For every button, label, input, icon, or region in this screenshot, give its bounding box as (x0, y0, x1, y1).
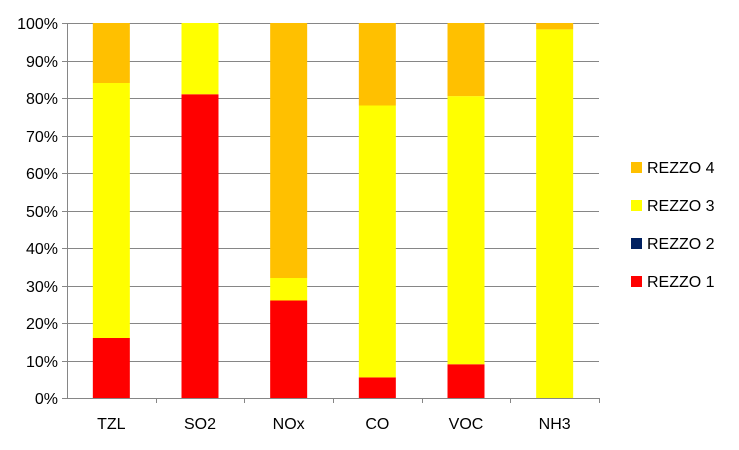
y-tick-label: 20% (26, 316, 58, 333)
bars (92, 23, 574, 398)
bar-segment-rezzo-3 (447, 96, 485, 365)
legend: REZZO 4 REZZO 3 REZZO 2 REZZO 1 (631, 160, 715, 291)
gridlines (67, 23, 599, 399)
legend-label: REZZO 3 (647, 198, 715, 215)
y-tick-label: 50% (26, 204, 58, 221)
x-tick-label: TZL (97, 416, 126, 433)
x-tick-label: NH3 (539, 416, 571, 433)
bar-segment-rezzo-1 (358, 377, 396, 398)
bar-segment-rezzo-4 (447, 23, 485, 97)
x-tick-label: NOx (273, 416, 305, 433)
bar-segment-rezzo-3 (270, 278, 308, 301)
bar-segment-rezzo-4 (92, 23, 130, 83)
y-tick-label: 40% (26, 241, 58, 258)
axes: 0% 10% 20% 30% 40% 50% 60% 70% 80% 90% 100% TZL SO2 N… (17, 16, 600, 433)
y-tick-label: 0% (35, 391, 58, 408)
x-tick-label: SO2 (184, 416, 216, 433)
bar-segment-rezzo-3 (92, 83, 130, 338)
y-tick-label: 100% (17, 16, 58, 33)
y-tick-label: 90% (26, 54, 58, 71)
legend-swatch (631, 238, 642, 249)
bar-segment-rezzo-3 (536, 29, 574, 398)
legend-label: REZZO 4 (647, 160, 715, 177)
legend-swatch (631, 200, 642, 211)
legend-swatch (631, 276, 642, 287)
legend-label: REZZO 2 (647, 236, 715, 253)
y-tick-label: 80% (26, 91, 58, 108)
bar-segment-rezzo-4 (536, 23, 574, 30)
bar-segment-rezzo-1 (92, 338, 130, 398)
x-tick-label: VOC (449, 416, 484, 433)
bar-segment-rezzo-4 (358, 23, 396, 106)
y-tick-label: 10% (26, 354, 58, 371)
bar-segment-rezzo-1 (270, 300, 308, 398)
bar-segment-rezzo-4 (270, 23, 308, 278)
y-tick-label: 60% (26, 166, 58, 183)
bar-segment-rezzo-3 (181, 23, 219, 95)
bar-segment-rezzo-1 (447, 364, 485, 398)
legend-swatch (631, 162, 642, 173)
legend-label: REZZO 1 (647, 274, 715, 291)
x-tick-label: CO (365, 416, 389, 433)
bar-segment-rezzo-3 (358, 105, 396, 378)
y-tick-label: 30% (26, 279, 58, 296)
y-tick-label: 70% (26, 129, 58, 146)
bar-segment-rezzo-1 (181, 94, 219, 398)
